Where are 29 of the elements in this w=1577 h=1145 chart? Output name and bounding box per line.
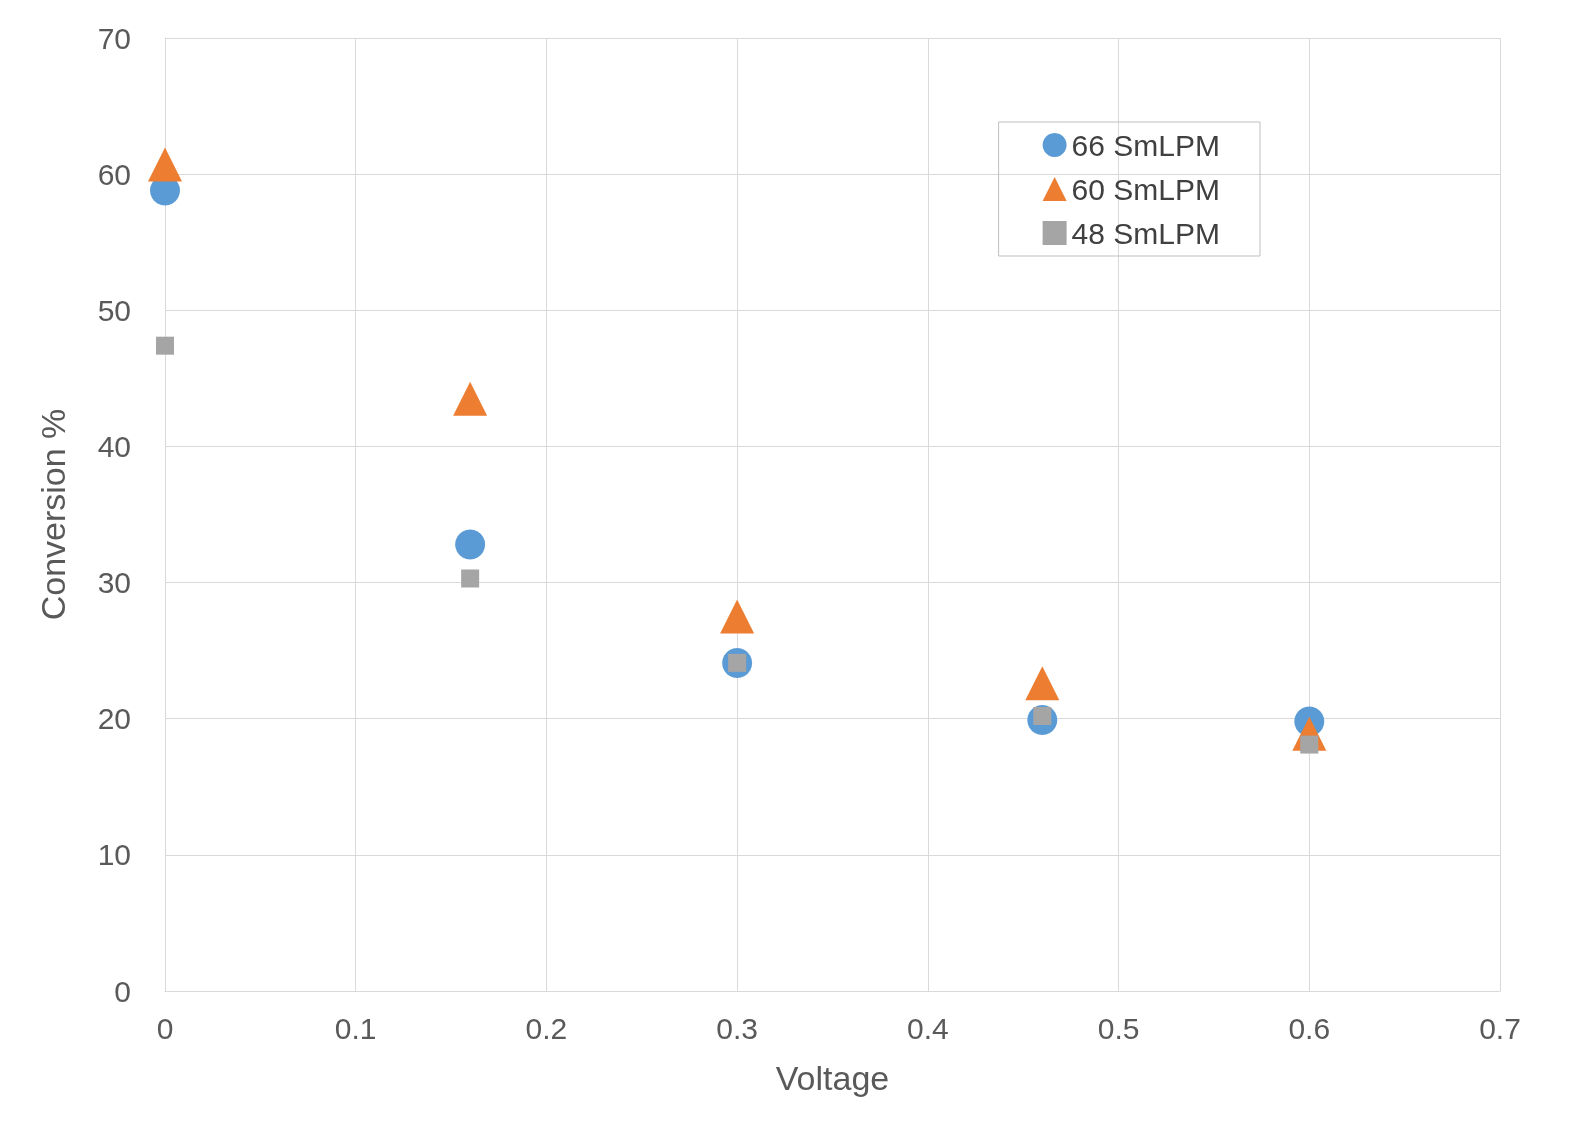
y-tick-label: 10 (97, 838, 131, 872)
x-tick-label: 0.6 (1288, 1011, 1331, 1045)
point (1025, 666, 1060, 701)
y-tick-label: 40 (97, 429, 131, 463)
legend-label: 66 SmLPM (1071, 128, 1220, 162)
point (461, 569, 480, 588)
point (453, 381, 488, 416)
y-tick-label: 20 (97, 702, 131, 736)
x-tick-label: 0.1 (334, 1011, 377, 1045)
x-tick-label: 0.5 (1097, 1011, 1140, 1045)
y-tick-label: 60 (97, 157, 131, 191)
point (455, 529, 486, 560)
point (148, 147, 182, 182)
point (156, 336, 174, 355)
legend-label: 48 SmLPM (1071, 216, 1220, 250)
x-tick-label: 0.3 (716, 1011, 758, 1045)
point (720, 599, 755, 634)
y-tick-label: 70 (97, 21, 131, 55)
y-tick-label: 30 (97, 566, 131, 600)
x-tick-label: 0.4 (907, 1011, 949, 1045)
y-axis-title: Conversion % (34, 408, 72, 621)
legend-label: 60 SmLPM (1071, 172, 1220, 206)
x-tick-label: 0.7 (1479, 1011, 1521, 1045)
point (1300, 735, 1319, 754)
x-tick-label: 0 (156, 1011, 174, 1045)
x-axis-title: Voltage (775, 1059, 890, 1097)
y-tick-label: 0 (114, 974, 131, 1008)
y-tick-label: 50 (97, 293, 131, 327)
x-tick-label: 0.2 (525, 1011, 568, 1045)
